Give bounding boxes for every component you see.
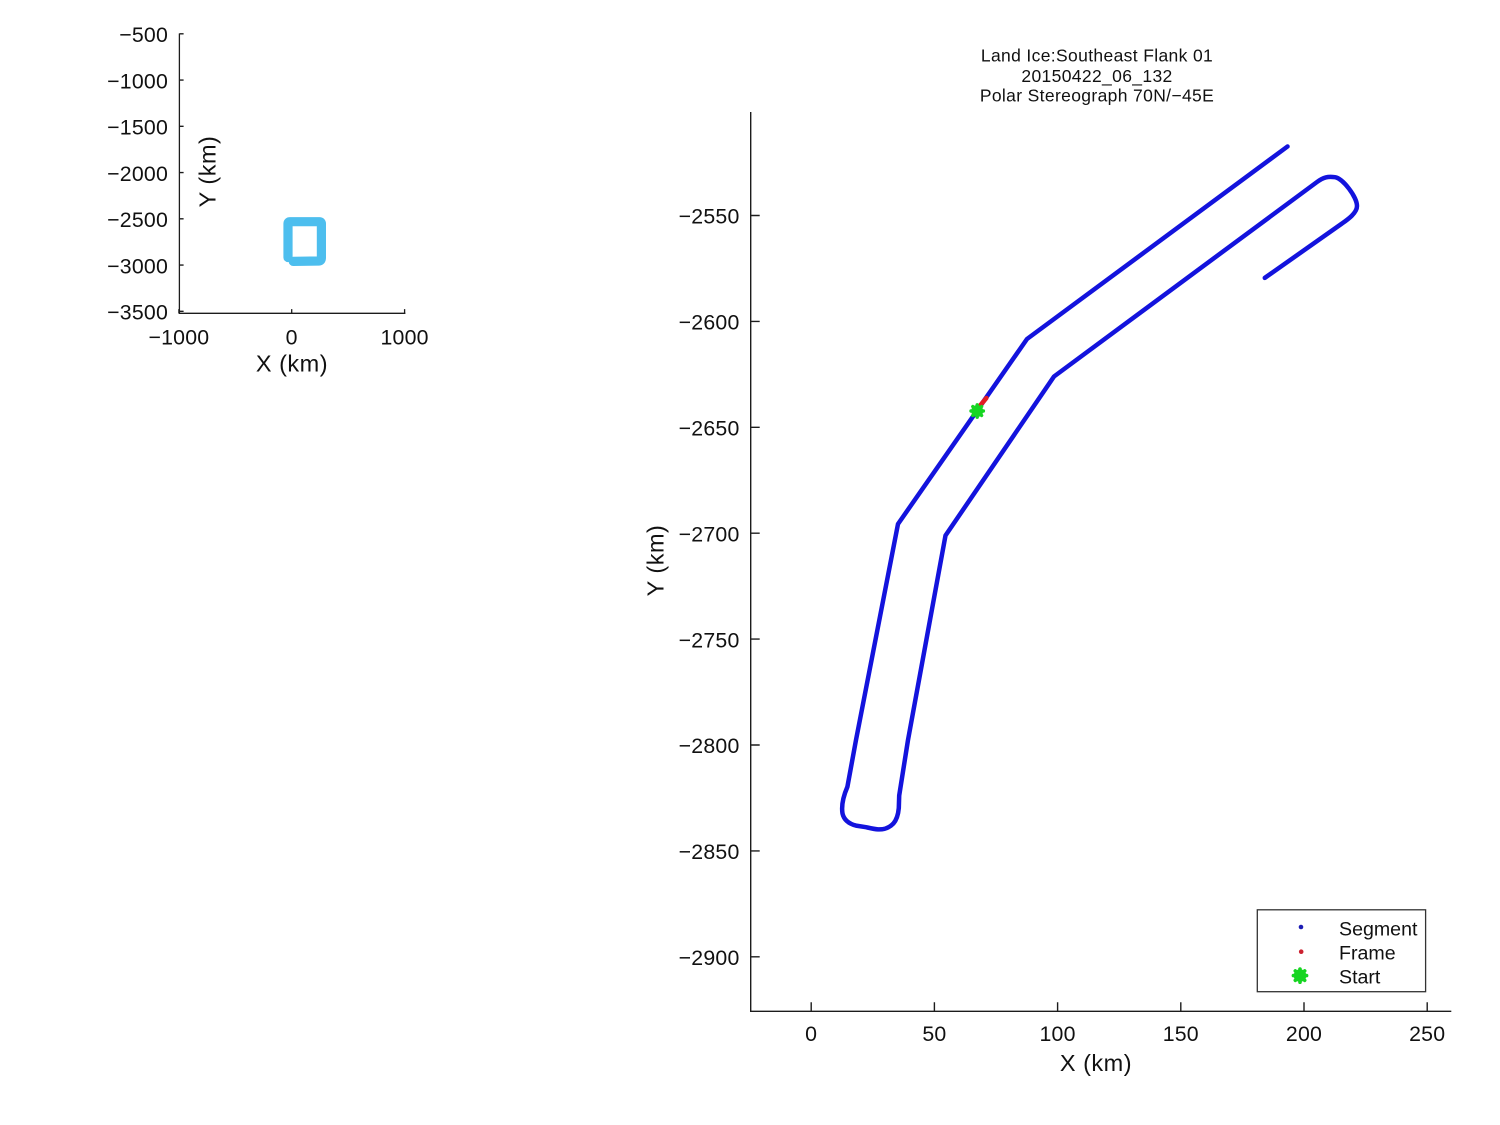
svg-text:Polar Stereograph 70N/−45E: Polar Stereograph 70N/−45E xyxy=(980,86,1214,106)
svg-text:Land Ice:Southeast Flank 01: Land Ice:Southeast Flank 01 xyxy=(981,46,1213,66)
svg-text:200: 200 xyxy=(1286,1022,1322,1046)
svg-text:−2650: −2650 xyxy=(679,417,740,441)
svg-text:0: 0 xyxy=(805,1022,817,1046)
svg-text:−2850: −2850 xyxy=(679,840,740,864)
svg-text:0: 0 xyxy=(286,325,298,349)
svg-text:−2000: −2000 xyxy=(107,162,168,186)
svg-text:50: 50 xyxy=(922,1022,946,1046)
svg-text:−3500: −3500 xyxy=(107,301,168,325)
svg-text:Y (km): Y (km) xyxy=(643,525,669,597)
svg-text:−2750: −2750 xyxy=(679,628,740,652)
svg-text:−2800: −2800 xyxy=(679,734,740,758)
svg-text:−2500: −2500 xyxy=(107,208,168,232)
svg-text:−500: −500 xyxy=(119,23,168,47)
svg-text:20150422_06_132: 20150422_06_132 xyxy=(1021,66,1172,87)
svg-text:Segment: Segment xyxy=(1339,919,1418,941)
svg-text:−2900: −2900 xyxy=(679,946,740,970)
svg-text:−1500: −1500 xyxy=(107,116,168,140)
svg-text:100: 100 xyxy=(1040,1022,1076,1046)
svg-text:X (km): X (km) xyxy=(1060,1050,1132,1076)
svg-text:Y (km): Y (km) xyxy=(195,136,221,208)
svg-text:150: 150 xyxy=(1163,1022,1199,1046)
svg-text:1000: 1000 xyxy=(381,325,429,349)
svg-text:−1000: −1000 xyxy=(148,325,209,349)
svg-text:−2700: −2700 xyxy=(679,522,740,546)
svg-text:X (km): X (km) xyxy=(256,351,328,377)
svg-text:−3000: −3000 xyxy=(107,254,168,278)
svg-text:Frame: Frame xyxy=(1339,943,1396,965)
svg-text:−1000: −1000 xyxy=(107,69,168,93)
svg-text:250: 250 xyxy=(1409,1022,1445,1046)
svg-text:−2550: −2550 xyxy=(679,205,740,229)
svg-text:Start: Start xyxy=(1339,966,1381,988)
svg-text:−2600: −2600 xyxy=(679,311,740,335)
